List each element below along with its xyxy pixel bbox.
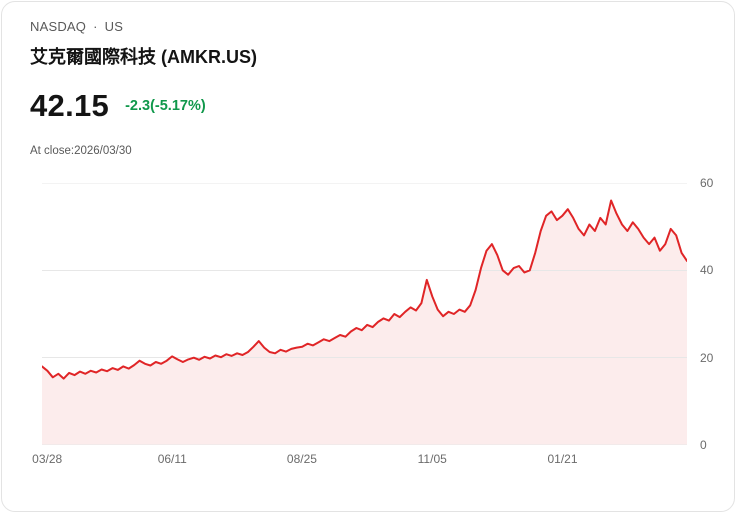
price-chart-svg[interactable] xyxy=(42,183,687,445)
x-tick-label: 06/11 xyxy=(157,452,187,466)
price-value: 42.15 xyxy=(30,88,110,123)
x-tick-label: 01/21 xyxy=(547,452,578,466)
x-axis: 03/28 06/11 08/25 11/05 01/21 xyxy=(32,452,687,468)
x-tick-label: 08/25 xyxy=(286,452,317,466)
stock-title: 艾克爾國際科技 (AMKR.US) xyxy=(30,47,257,67)
separator-dot: · xyxy=(93,19,98,34)
y-tick-label: 40 xyxy=(700,263,714,278)
exchange-label: NASDAQ xyxy=(30,19,87,34)
quote-header: NASDAQ · US 艾克爾國際科技 (AMKR.US) 42.15 -2.3… xyxy=(2,2,734,157)
y-tick-label: 60 xyxy=(700,176,714,190)
as-of-label: At close:2026/03/30 xyxy=(30,145,132,157)
y-axis: 60 40 20 0 xyxy=(698,176,734,452)
y-tick-label: 20 xyxy=(700,350,714,365)
exchange-row: NASDAQ · US xyxy=(30,19,706,34)
x-tick-label: 11/05 xyxy=(417,452,447,466)
price-chart[interactable] xyxy=(42,183,687,445)
y-tick-label: 0 xyxy=(700,438,707,452)
price-row: 42.15 -2.3(-5.17%) xyxy=(30,88,706,124)
region-label: US xyxy=(104,19,124,34)
price-change: -2.3(-5.17%) xyxy=(125,98,206,114)
x-tick-label: 03/28 xyxy=(32,452,63,466)
